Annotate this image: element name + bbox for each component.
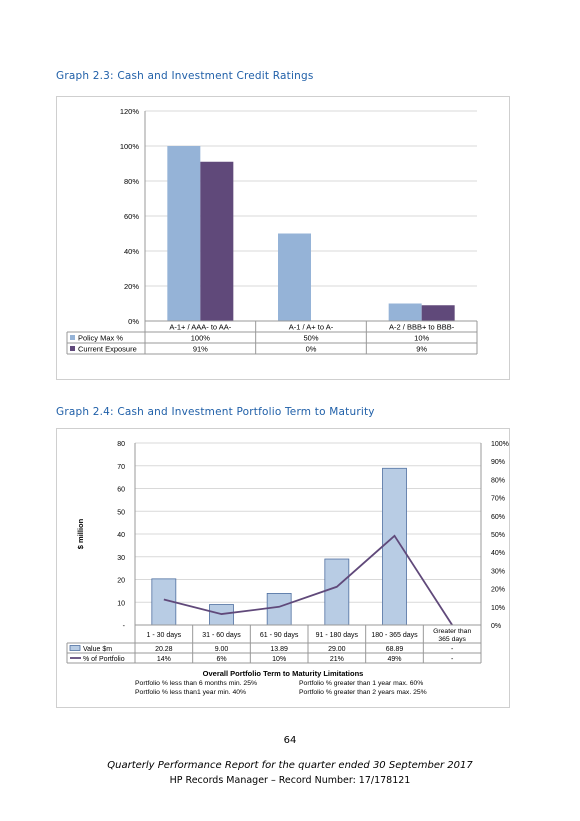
table-value: 29.00 — [328, 646, 346, 653]
y2-tick-label: 30% — [491, 568, 505, 575]
y2-tick-label: 40% — [491, 550, 505, 557]
table-value: 21% — [330, 656, 344, 663]
legend-value-m: Value $m — [83, 646, 112, 653]
category-label: 1 - 30 days — [147, 632, 182, 639]
category-label: A-1 / A+ to A- — [289, 323, 334, 332]
table-value: - — [451, 646, 454, 653]
bar-current-exposure — [200, 161, 234, 321]
legend-percent-of-portfolio: % of Portfolio — [83, 656, 125, 663]
y2-tick-label: 70% — [491, 496, 505, 503]
limitation-text: Portfolio % less than1 year min. 40% — [135, 689, 246, 696]
graph-2-3-heading: Graph 2.3: Cash and Investment Credit Ra… — [56, 70, 314, 82]
y2-tick-label: 100% — [491, 441, 509, 448]
y-tick-label: 80% — [124, 177, 139, 186]
table-value: 0% — [306, 345, 317, 354]
table-value: 13.89 — [270, 646, 288, 653]
graph-2-4-heading: Graph 2.4: Cash and Investment Portfolio… — [56, 406, 375, 418]
y-tick-label: 40 — [117, 532, 125, 539]
bar-value — [382, 467, 407, 626]
y-tick-label: 60 — [117, 487, 125, 494]
table-value: 14% — [157, 656, 171, 663]
table-value: 50% — [303, 334, 318, 343]
table-value: 68.89 — [386, 646, 404, 653]
y-tick-label: - — [123, 623, 126, 630]
y2-tick-label: 60% — [491, 514, 505, 521]
bar-value — [266, 593, 292, 626]
table-value: 9% — [416, 345, 427, 354]
table-value: 91% — [193, 345, 208, 354]
legend-swatch-bar — [69, 645, 81, 651]
bar-policy-max — [167, 146, 201, 321]
bar-policy-max — [388, 303, 422, 321]
y2-tick-label: 20% — [491, 587, 505, 594]
category-label: 31 - 60 days — [202, 632, 241, 639]
limitation-text: Portfolio % greater than 1 year max. 60% — [299, 680, 423, 687]
footer-report-title: Quarterly Performance Report for the qua… — [107, 760, 473, 771]
credit-ratings-chart: 0% 20% 40% 60% 80% 100% 120% A-1+ / AAA- to AA-… — [56, 96, 510, 380]
page-number: 64 — [283, 735, 297, 746]
y2-tick-label: 90% — [491, 459, 505, 466]
table-value: - — [451, 656, 454, 663]
table-value: 9.00 — [215, 646, 229, 653]
y-tick-label: 30 — [117, 555, 125, 562]
table-value: 49% — [387, 656, 401, 663]
y2-tick-label: 10% — [491, 605, 505, 612]
term-to-maturity-chart: - 10 20 30 40 50 60 70 80 0% 10% 20% 30% 40% 50% 60% 70%… — [56, 428, 510, 708]
y-tick-label: 20 — [117, 578, 125, 585]
credit-ratings-chart-svg: 0% 20% 40% 60% 80% 100% 120% A-1+ / AAA- to AA-… — [66, 107, 478, 355]
bar-policy-max — [278, 233, 311, 321]
y-tick-label: 0% — [128, 317, 139, 326]
table-value: 100% — [191, 334, 211, 343]
bar-current-exposure — [421, 305, 455, 321]
y2-tick-label: 50% — [491, 532, 505, 539]
y-tick-label: 70 — [117, 464, 125, 471]
y2-tick-label: 80% — [491, 477, 505, 484]
y-tick-label: 10 — [117, 600, 125, 607]
y-tick-label: 40% — [124, 247, 139, 256]
line-percent-of-portfolio — [163, 534, 453, 626]
table-value: 6% — [216, 656, 226, 663]
category-label: A-1+ / AAA- to AA- — [169, 323, 231, 332]
legend-current-exposure: Current Exposure — [78, 345, 137, 354]
table-value: 10% — [272, 656, 286, 663]
table-value: 10% — [414, 334, 429, 343]
category-label: A-2 / BBB+ to BBB- — [389, 323, 455, 332]
y-tick-label: 60% — [124, 212, 139, 221]
category-label: 91 - 180 days — [316, 632, 359, 639]
y-tick-label: 80 — [117, 441, 125, 448]
legend-swatch — [70, 335, 75, 340]
y-tick-label: 100% — [120, 142, 140, 151]
category-label: 61 - 90 days — [260, 632, 299, 639]
y-tick-label: 20% — [124, 282, 139, 291]
legend-swatch — [70, 346, 75, 351]
limitation-text: Portfolio % less than 6 months min. 25% — [135, 680, 257, 687]
y-tick-label: 50 — [117, 509, 125, 516]
term-to-maturity-chart-svg: - 10 20 30 40 50 60 70 80 0% 10% 20% 30% 40% 50% 60% 70%… — [66, 441, 509, 696]
footer-record-number: HP Records Manager – Record Number: 17/1… — [169, 775, 411, 786]
table-value: 20.28 — [155, 646, 173, 653]
limitation-text: Portfolio % greater than 2 years max. 25… — [299, 689, 427, 696]
legend-policy-max: Policy Max % — [78, 334, 123, 343]
category-label: Greater than 365 days — [433, 628, 471, 643]
bar-value — [324, 558, 350, 626]
y-tick-label: 120% — [120, 107, 140, 116]
limitations-title: Overall Portfolio Term to Maturity Limit… — [203, 669, 364, 678]
y2-tick-label: 0% — [491, 623, 501, 630]
y-axis-label: $ million — [76, 518, 85, 549]
category-label: 180 - 365 days — [371, 632, 418, 639]
